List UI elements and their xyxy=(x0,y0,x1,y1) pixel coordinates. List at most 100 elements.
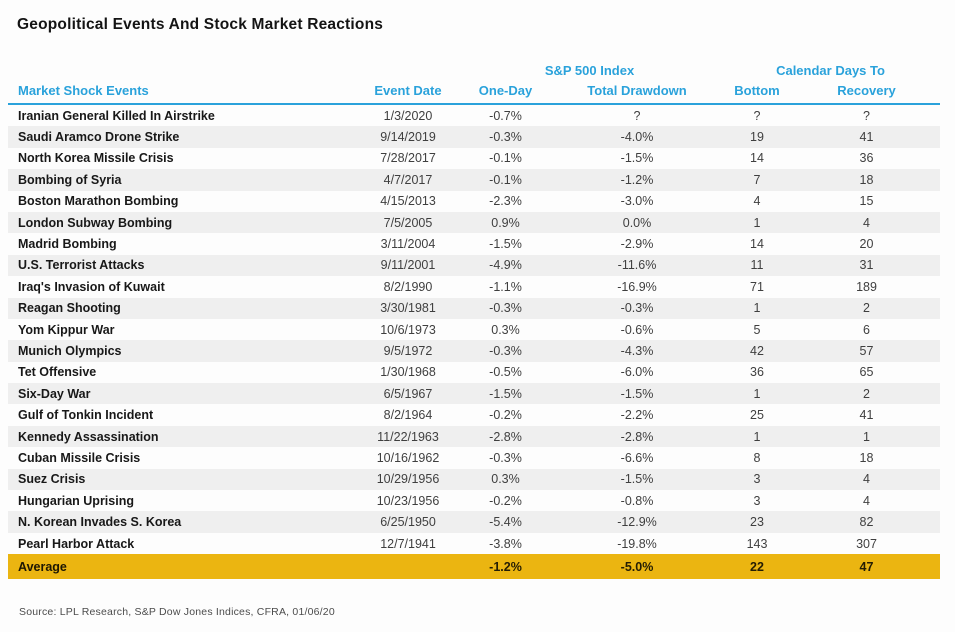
recovery-cell: 18 xyxy=(859,450,874,465)
event-date-cell: 3/30/1981 xyxy=(380,301,436,316)
bottom-cell: 1 xyxy=(753,386,761,401)
table-row: Reagan Shooting 3/30/1981 -0.3% -0.3% 1 … xyxy=(8,297,941,319)
total-drawdown-cell: -12.9% xyxy=(617,515,657,530)
event-name-cell: Gulf of Tonkin Incident xyxy=(18,408,154,423)
event-date-cell: 10/6/1973 xyxy=(380,322,436,337)
one-day-cell: 0.9% xyxy=(491,215,520,230)
bottom-cell: 14 xyxy=(750,237,764,252)
table-row: Tet Offensive 1/30/1968 -0.5% -6.0% 36 6… xyxy=(8,362,940,383)
event-name-cell: Saudi Aramco Drone Strike xyxy=(18,130,180,145)
column-header-one-day: One-Day xyxy=(458,79,553,105)
bottom-cell: 7 xyxy=(753,172,761,187)
table-row: Suez Crisis 10/29/1956 0.3% -1.5% 3 4 xyxy=(8,468,941,491)
event-name-cell: Iranian General Killed In Airstrike xyxy=(18,108,215,123)
recovery-cell: 41 xyxy=(859,130,874,145)
recovery-cell: 20 xyxy=(859,237,874,252)
figure-title: Geopolitical Events And Stock Market Rea… xyxy=(17,16,384,33)
one-day-cell: -1.5% xyxy=(489,386,522,401)
event-date-cell: 10/16/1962 xyxy=(376,450,440,465)
event-date-cell: 9/11/2001 xyxy=(380,258,436,273)
bottom-cell: 14 xyxy=(750,151,764,166)
table-row: Gulf of Tonkin Incident 8/2/1964 -0.2% -… xyxy=(8,404,940,425)
table-row: London Subway Bombing 7/5/2005 0.9% 0.0%… xyxy=(8,211,941,234)
total-drawdown-cell: -0.3% xyxy=(620,301,654,316)
recovery-cell: 82 xyxy=(859,515,874,530)
one-day-cell: -0.3% xyxy=(489,301,522,316)
event-name-cell: Iraq's Invasion of Kuwait xyxy=(18,279,165,294)
one-day-cell: -0.1% xyxy=(489,151,522,166)
group-header-row: S&P 500 Index Calendar Days To xyxy=(8,59,940,79)
table-row: Cuban Missile Crisis 10/16/1962 -0.3% -6… xyxy=(8,447,940,468)
bottom-cell: 11 xyxy=(750,258,764,273)
bottom-cell: 71 xyxy=(750,279,764,294)
total-drawdown-cell: ? xyxy=(633,108,641,123)
event-date-cell: 3/11/2004 xyxy=(380,237,436,252)
bottom-cell: 19 xyxy=(750,130,764,145)
column-header-total-drawdown: Total Drawdown xyxy=(553,79,721,105)
recovery-cell: 4 xyxy=(863,493,870,508)
total-drawdown-cell: -4.0% xyxy=(620,130,654,145)
column-header-event-date: Event Date xyxy=(358,79,458,105)
average-date-cell xyxy=(358,554,458,579)
bottom-cell: ? xyxy=(753,108,761,123)
total-drawdown-cell: 0.0% xyxy=(622,215,652,230)
table-row: Pearl Harbor Attack 12/7/1941 -3.8% -19.… xyxy=(8,533,940,554)
total-drawdown-cell: -2.8% xyxy=(620,429,654,444)
column-header-row: Market Shock Events Event Date One-Day T… xyxy=(8,79,941,105)
one-day-cell: -0.3% xyxy=(489,343,522,358)
event-name-cell: Yom Kippur War xyxy=(18,322,115,337)
event-date-cell: 9/5/1972 xyxy=(383,343,433,358)
one-day-cell: -0.3% xyxy=(489,130,522,145)
one-day-cell: -4.9% xyxy=(489,258,522,273)
recovery-cell: 6 xyxy=(863,322,870,337)
total-drawdown-cell: -11.6% xyxy=(617,258,657,273)
recovery-cell: 2 xyxy=(863,301,870,316)
event-name-cell: Suez Crisis xyxy=(18,472,86,487)
recovery-cell: 18 xyxy=(859,172,874,187)
table-row: U.S. Terrorist Attacks 9/11/2001 -4.9% -… xyxy=(8,254,941,277)
event-date-cell: 10/29/1956 xyxy=(376,472,440,487)
bottom-cell: 1 xyxy=(753,301,761,316)
one-day-cell: -2.8% xyxy=(489,429,522,444)
table-row: Kennedy Assassination 11/22/1963 -2.8% -… xyxy=(8,425,941,448)
one-day-cell: -0.2% xyxy=(489,493,522,508)
total-drawdown-cell: -1.5% xyxy=(620,151,654,166)
table-row: Madrid Bombing 3/11/2004 -1.5% -2.9% 14 … xyxy=(8,233,940,254)
event-date-cell: 12/7/1941 xyxy=(380,536,436,551)
event-name-cell: Bombing of Syria xyxy=(18,172,122,187)
event-name-cell: Cuban Missile Crisis xyxy=(18,450,141,465)
bottom-cell: 8 xyxy=(753,450,761,465)
group-header-sp500: S&P 500 Index xyxy=(544,62,635,78)
one-day-cell: -1.5% xyxy=(489,237,522,252)
table-row: Munich Olympics 9/5/1972 -0.3% -4.3% 42 … xyxy=(8,340,941,362)
total-drawdown-cell: -6.0% xyxy=(620,365,654,380)
table-row: Iranian General Killed In Airstrike 1/3/… xyxy=(8,104,940,126)
one-day-cell: -2.3% xyxy=(489,194,522,209)
column-header-market-shock-events: Market Shock Events xyxy=(8,79,358,105)
event-date-cell: 1/3/2020 xyxy=(383,108,433,123)
average-drawdown-cell: -5.0% xyxy=(620,559,654,574)
table-row: Iraq's Invasion of Kuwait 8/2/1990 -1.1%… xyxy=(8,276,940,297)
bottom-cell: 25 xyxy=(750,408,764,423)
total-drawdown-cell: -16.9% xyxy=(617,279,657,294)
event-name-cell: North Korea Missile Crisis xyxy=(18,151,174,166)
recovery-cell: 307 xyxy=(856,536,877,551)
total-drawdown-cell: -1.5% xyxy=(620,386,654,401)
event-date-cell: 6/25/1950 xyxy=(380,515,436,530)
table-row: Bombing of Syria 4/7/2017 -0.1% -1.2% 7 … xyxy=(8,169,941,191)
recovery-cell: 1 xyxy=(863,429,870,444)
event-date-cell: 9/14/2019 xyxy=(380,130,436,145)
event-name-cell: Munich Olympics xyxy=(18,343,122,358)
event-date-cell: 7/5/2005 xyxy=(383,215,433,230)
recovery-cell: 189 xyxy=(856,279,877,294)
event-date-cell: 8/2/1964 xyxy=(383,408,433,423)
bottom-cell: 1 xyxy=(753,429,761,444)
total-drawdown-cell: -1.2% xyxy=(620,172,654,187)
bottom-cell: 143 xyxy=(746,536,768,551)
total-drawdown-cell: -19.8% xyxy=(617,536,657,551)
table-row: Boston Marathon Bombing 4/15/2013 -2.3% … xyxy=(8,191,940,212)
total-drawdown-cell: -4.3% xyxy=(620,343,654,358)
event-name-cell: Boston Marathon Bombing xyxy=(18,194,179,209)
event-name-cell: Madrid Bombing xyxy=(18,237,117,252)
one-day-cell: -0.5% xyxy=(489,365,522,380)
